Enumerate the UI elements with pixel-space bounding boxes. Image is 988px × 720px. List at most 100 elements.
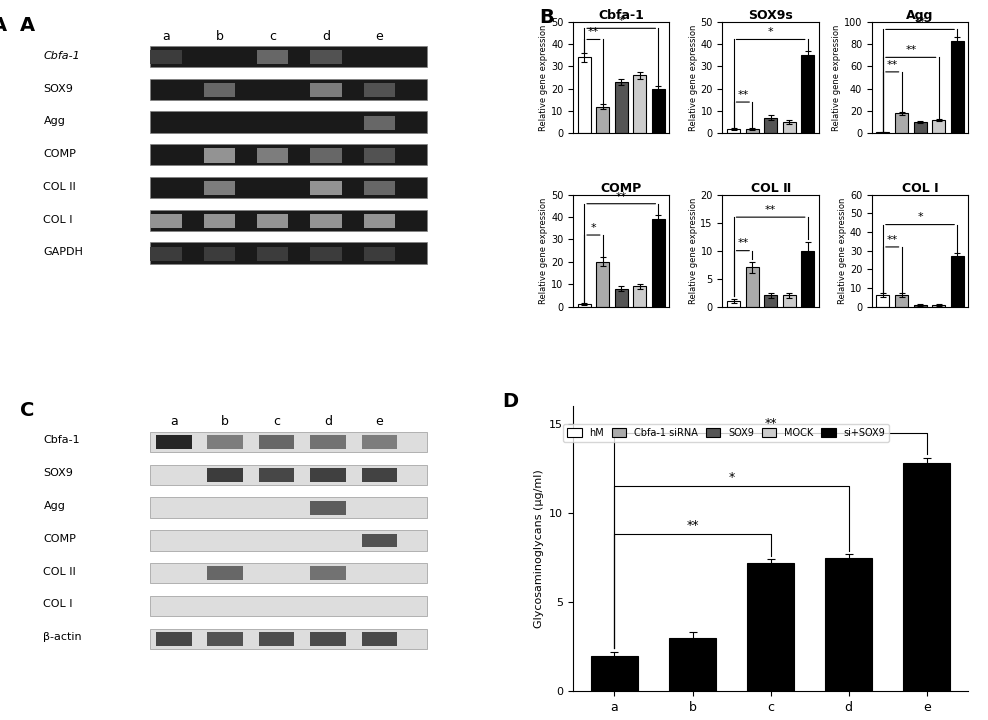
- Bar: [257, 247, 288, 261]
- Legend: hM, Cbfa-1 siRNA, SOX9, MOCK, si+SOX9: hM, Cbfa-1 siRNA, SOX9, MOCK, si+SOX9: [563, 424, 889, 441]
- Bar: [150, 563, 427, 583]
- Bar: [310, 436, 346, 449]
- Bar: [310, 632, 346, 646]
- Text: *: *: [917, 212, 923, 222]
- Text: *: *: [728, 471, 735, 484]
- Bar: [259, 436, 294, 449]
- Bar: [310, 567, 346, 580]
- Y-axis label: Relative gene expression: Relative gene expression: [539, 197, 548, 304]
- Bar: [207, 567, 243, 580]
- Text: d: d: [324, 415, 332, 428]
- Bar: [615, 289, 627, 307]
- Bar: [747, 563, 794, 691]
- Text: Cbfa-1: Cbfa-1: [43, 51, 80, 60]
- Bar: [596, 262, 610, 307]
- Bar: [204, 181, 235, 195]
- Text: SOX9: SOX9: [43, 84, 73, 94]
- Bar: [669, 638, 716, 691]
- Bar: [310, 247, 342, 261]
- Bar: [782, 295, 795, 307]
- Bar: [746, 129, 759, 133]
- Bar: [746, 267, 759, 307]
- Text: *: *: [618, 16, 624, 26]
- Bar: [825, 557, 872, 691]
- Text: SOX9: SOX9: [43, 468, 73, 478]
- Bar: [362, 436, 397, 449]
- Bar: [633, 75, 646, 133]
- Bar: [633, 287, 646, 307]
- Title: COL I: COL I: [902, 181, 939, 195]
- Text: COL I: COL I: [43, 215, 73, 225]
- Bar: [876, 295, 889, 307]
- Bar: [310, 148, 342, 163]
- Bar: [591, 656, 638, 691]
- Bar: [310, 181, 342, 195]
- Bar: [204, 247, 235, 261]
- Text: Agg: Agg: [43, 117, 65, 126]
- Text: COL I: COL I: [43, 599, 73, 609]
- Bar: [727, 129, 740, 133]
- Bar: [150, 464, 427, 485]
- Text: COMP: COMP: [43, 534, 76, 544]
- Bar: [364, 214, 395, 228]
- Bar: [150, 214, 182, 228]
- Bar: [257, 50, 288, 64]
- Y-axis label: Glycosaminoglycans (µg/ml): Glycosaminoglycans (µg/ml): [534, 469, 543, 628]
- Title: Agg: Agg: [906, 9, 934, 22]
- Text: b: b: [221, 415, 229, 428]
- Bar: [950, 256, 963, 307]
- Text: b: b: [215, 30, 223, 43]
- Text: COL II: COL II: [43, 182, 76, 192]
- Bar: [362, 468, 397, 482]
- Y-axis label: Relative gene expression: Relative gene expression: [539, 24, 548, 130]
- Bar: [310, 468, 346, 482]
- Text: **: **: [616, 192, 626, 202]
- Bar: [150, 78, 427, 100]
- Bar: [156, 436, 192, 449]
- Bar: [578, 305, 591, 307]
- Text: **: **: [588, 27, 599, 37]
- Bar: [204, 148, 235, 163]
- Bar: [801, 55, 814, 133]
- Bar: [257, 214, 288, 228]
- Bar: [150, 498, 427, 518]
- Text: A: A: [0, 16, 7, 35]
- Bar: [364, 148, 395, 163]
- Text: **: **: [905, 45, 917, 55]
- Bar: [204, 214, 235, 228]
- Text: *: *: [768, 27, 774, 37]
- Bar: [150, 629, 427, 649]
- Bar: [801, 251, 814, 307]
- Text: COMP: COMP: [43, 149, 76, 159]
- Text: **: **: [737, 238, 749, 248]
- Bar: [150, 46, 427, 67]
- Y-axis label: Relative gene expression: Relative gene expression: [689, 24, 698, 130]
- Bar: [903, 463, 950, 691]
- Bar: [204, 83, 235, 97]
- Bar: [596, 107, 610, 133]
- Text: **: **: [687, 519, 699, 532]
- Bar: [150, 177, 427, 198]
- Bar: [362, 534, 397, 547]
- Bar: [364, 83, 395, 97]
- Text: A: A: [20, 16, 35, 35]
- Text: COL II: COL II: [43, 567, 76, 577]
- Bar: [876, 132, 889, 133]
- Text: B: B: [539, 8, 554, 27]
- Bar: [259, 468, 294, 482]
- Text: **: **: [886, 235, 898, 245]
- Text: GAPDH: GAPDH: [43, 248, 83, 257]
- Title: SOX9s: SOX9s: [748, 9, 793, 22]
- Bar: [727, 301, 740, 307]
- Text: a: a: [162, 30, 170, 43]
- Text: Agg: Agg: [43, 501, 65, 511]
- Bar: [764, 295, 778, 307]
- Bar: [150, 432, 427, 452]
- Text: **: **: [765, 205, 777, 215]
- Bar: [364, 181, 395, 195]
- Bar: [207, 468, 243, 482]
- Bar: [310, 83, 342, 97]
- Bar: [615, 82, 627, 133]
- Bar: [914, 305, 927, 307]
- Bar: [150, 595, 427, 616]
